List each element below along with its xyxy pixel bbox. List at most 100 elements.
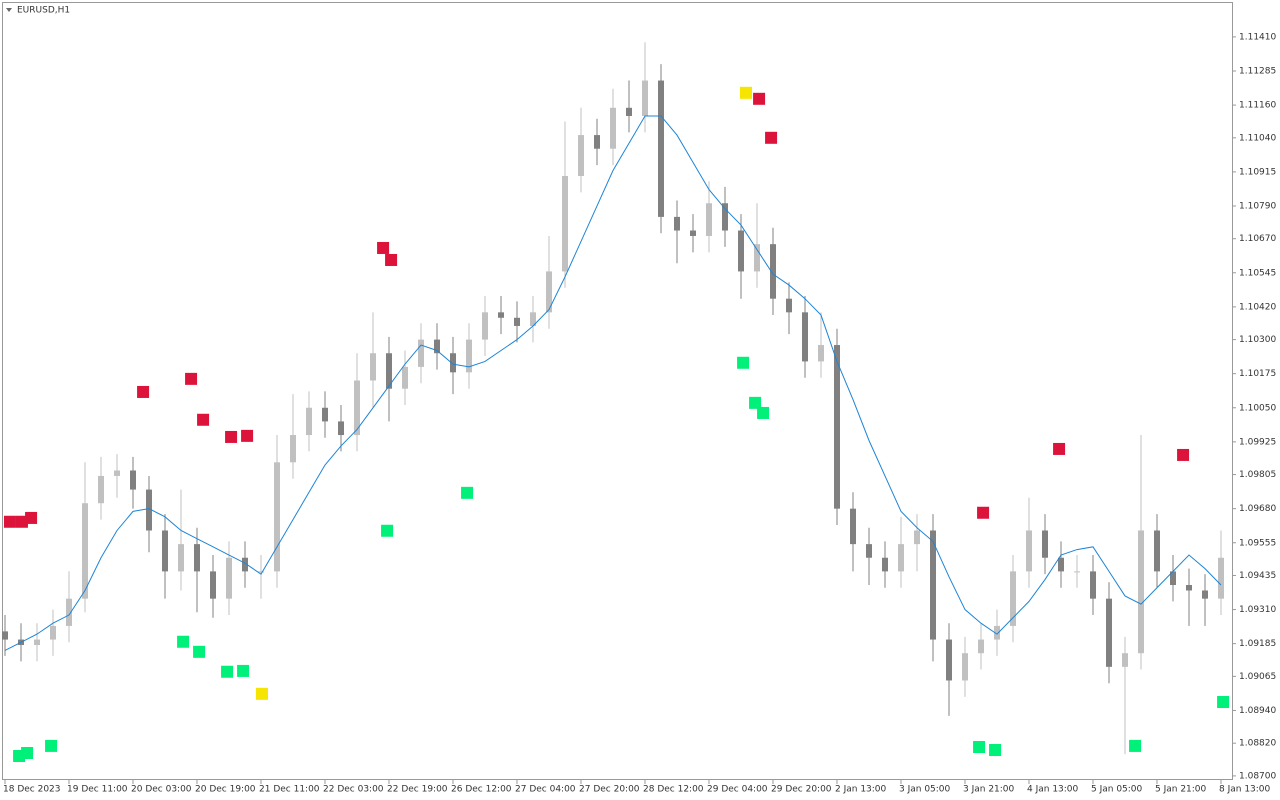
signal-marker — [197, 413, 210, 426]
candle-body — [1074, 571, 1080, 573]
candle-body — [34, 639, 40, 646]
candle-body — [690, 230, 696, 236]
candle-body — [802, 312, 808, 362]
candle-body — [50, 625, 56, 640]
candle-body — [1042, 530, 1048, 558]
candle-body — [1218, 557, 1224, 599]
x-tick-label: 5 Jan 21:00 — [1155, 785, 1207, 795]
candle-body — [418, 339, 424, 367]
collapse-icon[interactable] — [6, 8, 12, 12]
y-tick-label: 1.10175 — [1239, 369, 1276, 379]
y-tick-label: 1.11040 — [1239, 133, 1276, 143]
candle-body — [178, 544, 184, 572]
candle-body — [226, 557, 232, 599]
y-tick-label: 1.10420 — [1239, 302, 1276, 312]
y-tick-label: 1.10670 — [1239, 234, 1276, 244]
candle-body — [1058, 557, 1064, 572]
candle-body — [530, 312, 536, 326]
signal-marker — [753, 92, 766, 105]
x-tick-label: 3 Jan 05:00 — [899, 785, 951, 795]
y-tick-label: 1.10050 — [1239, 403, 1276, 413]
candle-body — [402, 366, 408, 389]
candle-body — [818, 345, 824, 362]
candle-body — [66, 598, 72, 626]
y-tick-label: 1.08940 — [1239, 706, 1276, 716]
x-tick-label: 4 Jan 13:00 — [1027, 785, 1079, 795]
y-tick-label: 1.09185 — [1239, 639, 1276, 649]
y-tick-label: 1.11285 — [1239, 66, 1276, 76]
candle-body — [82, 503, 88, 599]
candle-body — [434, 339, 440, 354]
signal-marker — [237, 664, 250, 677]
x-tick-label: 3 Jan 21:00 — [963, 785, 1015, 795]
x-tick-label: 27 Dec 20:00 — [579, 785, 640, 795]
x-tick-label: 20 Dec 03:00 — [131, 785, 192, 795]
y-tick-label: 1.08820 — [1239, 739, 1276, 749]
signal-marker — [177, 635, 190, 648]
x-tick-label: 27 Dec 04:00 — [515, 785, 576, 795]
candle-body — [578, 135, 584, 176]
signal-marker — [1217, 696, 1230, 709]
signal-marker — [137, 385, 150, 398]
candle-body — [498, 312, 504, 318]
y-tick-label: 1.09065 — [1239, 672, 1276, 682]
candle-body — [594, 135, 600, 149]
signal-marker — [739, 86, 752, 99]
y-tick-label: 1.08700 — [1239, 771, 1276, 781]
signal-marker — [377, 241, 390, 254]
signal-marker — [973, 741, 986, 754]
y-tick-label: 1.10915 — [1239, 167, 1276, 177]
candle-body — [754, 244, 760, 272]
x-tick-label: 22 Dec 19:00 — [387, 785, 448, 795]
candle-body — [514, 317, 520, 326]
y-tick-label: 1.09925 — [1239, 437, 1276, 447]
y-tick-label: 1.09310 — [1239, 605, 1276, 615]
candle-body — [386, 353, 392, 389]
candle-body — [914, 530, 920, 545]
y-tick-label: 1.09805 — [1239, 470, 1276, 480]
signal-marker — [193, 645, 206, 658]
signal-marker — [1053, 442, 1066, 455]
candle-body — [1202, 590, 1208, 599]
candle-body — [194, 544, 200, 572]
candle-body — [322, 407, 328, 422]
x-tick-label: 8 Jan 13:00 — [1219, 785, 1271, 795]
signal-marker — [185, 372, 198, 385]
candle-body — [162, 530, 168, 572]
y-tick-label: 1.09555 — [1239, 538, 1276, 548]
candle-body — [466, 339, 472, 373]
candle-body — [946, 639, 952, 681]
candle-body — [1186, 585, 1192, 591]
candle-body — [1090, 571, 1096, 599]
candle-body — [1154, 530, 1160, 572]
signal-marker — [1129, 739, 1142, 752]
candle-body — [770, 244, 776, 299]
candle-body — [146, 489, 152, 531]
candle-body — [786, 298, 792, 313]
candle-body — [850, 508, 856, 545]
candle-body — [930, 530, 936, 640]
signal-marker — [21, 747, 34, 760]
candle-body — [626, 107, 632, 116]
candle-body — [994, 625, 1000, 640]
x-tick-label: 21 Dec 11:00 — [259, 785, 320, 795]
x-tick-label: 22 Dec 03:00 — [323, 785, 384, 795]
candle-body — [674, 216, 680, 231]
signal-marker — [757, 406, 770, 419]
candle-body — [706, 203, 712, 236]
x-tick-label: 28 Dec 12:00 — [643, 785, 704, 795]
candle-body — [274, 462, 280, 572]
candle-body — [98, 475, 104, 504]
candle-body — [482, 312, 488, 340]
x-tick-label: 26 Dec 12:00 — [451, 785, 512, 795]
x-tick-label: 2 Jan 13:00 — [835, 785, 887, 795]
plot-frame — [2, 2, 1233, 780]
candle-body — [354, 380, 360, 436]
candle-body — [882, 557, 888, 572]
signal-marker — [989, 744, 1002, 757]
signal-marker — [255, 687, 268, 700]
x-tick-label: 19 Dec 11:00 — [67, 785, 128, 795]
candle-body — [2, 631, 8, 640]
candle-body — [114, 470, 120, 476]
